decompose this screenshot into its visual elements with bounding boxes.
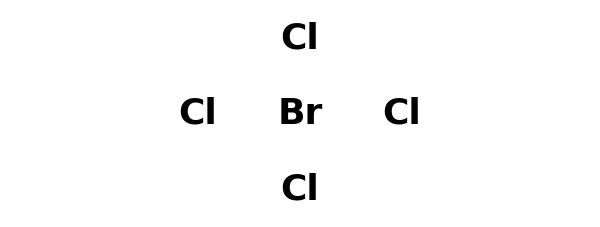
Text: Cl: Cl: [179, 96, 217, 131]
Text: Cl: Cl: [281, 171, 319, 205]
Text: Cl: Cl: [383, 96, 421, 131]
Text: Br: Br: [277, 96, 323, 131]
Text: Cl: Cl: [281, 22, 319, 56]
